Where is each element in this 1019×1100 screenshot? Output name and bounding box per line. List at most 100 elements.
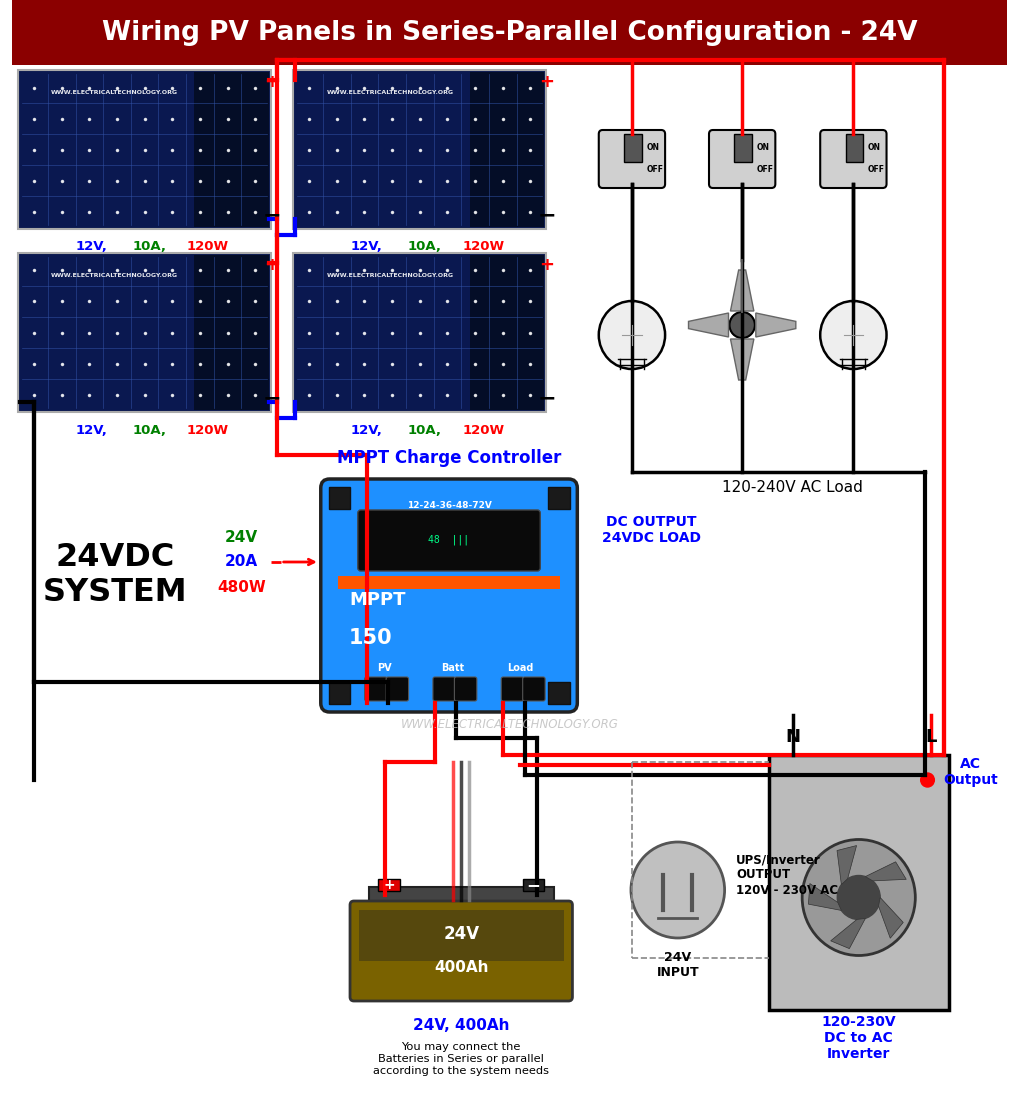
Circle shape <box>819 301 886 368</box>
Text: WWW.ELECTRICALTECHNOLOGY.ORG: WWW.ELECTRICALTECHNOLOGY.ORG <box>400 718 619 732</box>
Circle shape <box>920 773 933 786</box>
FancyBboxPatch shape <box>500 676 523 701</box>
Text: OFF: OFF <box>646 165 663 175</box>
Polygon shape <box>755 314 795 337</box>
Text: 20A: 20A <box>225 554 258 570</box>
Text: 24V, 400Ah: 24V, 400Ah <box>413 1018 508 1033</box>
Text: 24VDC
SYSTEM: 24VDC SYSTEM <box>43 541 187 608</box>
Circle shape <box>598 301 664 368</box>
Text: 12V,: 12V, <box>75 424 107 437</box>
FancyBboxPatch shape <box>320 478 577 712</box>
Text: AC
Output: AC Output <box>943 757 997 788</box>
Bar <box>547 487 569 509</box>
Text: 120W: 120W <box>462 424 503 437</box>
Text: Batt: Batt <box>440 663 464 673</box>
FancyBboxPatch shape <box>365 676 386 701</box>
Text: ON: ON <box>867 143 880 153</box>
Text: 10A,: 10A, <box>132 241 166 253</box>
Text: PV: PV <box>376 663 391 673</box>
Text: +: + <box>539 256 554 274</box>
FancyBboxPatch shape <box>18 70 271 229</box>
Text: +: + <box>539 73 554 91</box>
FancyBboxPatch shape <box>432 676 454 701</box>
Text: 24V
INPUT: 24V INPUT <box>656 952 698 979</box>
Text: OFF: OFF <box>867 165 884 175</box>
Text: ON: ON <box>756 143 769 153</box>
FancyBboxPatch shape <box>386 676 409 701</box>
Text: You may connect the
Batteries in Series or parallel
according to the system need: You may connect the Batteries in Series … <box>373 1043 548 1076</box>
Polygon shape <box>877 898 903 938</box>
Bar <box>195 255 269 410</box>
Text: Load: Load <box>507 663 533 673</box>
Text: UPS/Inverter
OUTPUT
120V - 230V AC: UPS/Inverter OUTPUT 120V - 230V AC <box>736 854 838 896</box>
FancyBboxPatch shape <box>453 676 476 701</box>
FancyBboxPatch shape <box>358 510 540 571</box>
Text: 10A,: 10A, <box>408 241 441 253</box>
Text: −: − <box>526 876 540 894</box>
Text: +: + <box>383 878 394 892</box>
Text: +: + <box>264 256 279 274</box>
Text: Wiring PV Panels in Series-Parallel Configuration - 24V: Wiring PV Panels in Series-Parallel Conf… <box>102 20 917 46</box>
Circle shape <box>729 312 754 338</box>
Bar <box>522 879 543 891</box>
FancyBboxPatch shape <box>18 253 271 412</box>
Text: 10A,: 10A, <box>132 424 166 437</box>
Text: OFF: OFF <box>756 165 773 175</box>
Text: 120W: 120W <box>462 241 503 253</box>
Text: −: − <box>537 205 555 225</box>
Text: 120W: 120W <box>186 424 229 437</box>
Text: 12-24-36-48-72V: 12-24-36-48-72V <box>407 500 491 510</box>
Text: 400Ah: 400Ah <box>433 960 488 975</box>
Text: 150: 150 <box>348 628 392 648</box>
Text: 48  |||: 48 ||| <box>428 535 469 546</box>
Text: WWW.ELECTRICALTECHNOLOGY.ORG: WWW.ELECTRICALTECHNOLOGY.ORG <box>326 273 453 277</box>
Text: MPPT: MPPT <box>348 591 406 609</box>
Bar <box>378 879 399 891</box>
Bar <box>734 134 751 162</box>
Polygon shape <box>829 918 864 948</box>
Bar <box>12 0 1007 65</box>
Polygon shape <box>864 861 906 881</box>
Text: MPPT Charge Controller: MPPT Charge Controller <box>336 449 560 468</box>
Text: 480W: 480W <box>217 581 266 595</box>
Bar <box>624 134 641 162</box>
FancyBboxPatch shape <box>293 253 545 412</box>
FancyBboxPatch shape <box>819 130 886 188</box>
Polygon shape <box>688 314 728 337</box>
FancyBboxPatch shape <box>598 130 664 188</box>
Text: ON: ON <box>646 143 659 153</box>
Text: WWW.ELECTRICALTECHNOLOGY.ORG: WWW.ELECTRICALTECHNOLOGY.ORG <box>326 90 453 95</box>
Polygon shape <box>837 846 856 884</box>
Text: 10A,: 10A, <box>408 424 441 437</box>
Bar <box>469 255 543 410</box>
Text: N: N <box>785 728 800 746</box>
Circle shape <box>801 839 914 956</box>
Bar <box>368 887 553 905</box>
Bar <box>845 134 862 162</box>
Bar <box>767 755 948 1010</box>
Text: L: L <box>925 728 936 746</box>
Bar <box>195 72 269 227</box>
Text: 12V,: 12V, <box>350 424 382 437</box>
Text: −: − <box>537 388 555 408</box>
Text: WWW.ELECTRICALTECHNOLOGY.ORG: WWW.ELECTRICALTECHNOLOGY.ORG <box>51 273 178 277</box>
FancyBboxPatch shape <box>522 676 544 701</box>
Text: 24V: 24V <box>442 925 479 944</box>
Text: WWW.ELECTRICALTECHNOLOGY.ORG: WWW.ELECTRICALTECHNOLOGY.ORG <box>51 90 178 95</box>
Text: +: + <box>264 73 279 91</box>
Bar <box>328 682 350 704</box>
Text: 120W: 120W <box>186 241 229 253</box>
FancyBboxPatch shape <box>293 70 545 229</box>
Polygon shape <box>808 883 841 911</box>
Text: −: − <box>263 205 281 225</box>
Text: 120-230V
DC to AC
Inverter: 120-230V DC to AC Inverter <box>820 1015 895 1062</box>
Text: 120-240V AC Load: 120-240V AC Load <box>721 481 862 495</box>
Circle shape <box>837 876 879 920</box>
Text: −: − <box>263 388 281 408</box>
FancyBboxPatch shape <box>350 901 572 1001</box>
FancyBboxPatch shape <box>708 130 774 188</box>
Text: 12V,: 12V, <box>350 241 382 253</box>
Circle shape <box>631 842 723 938</box>
Bar <box>547 682 569 704</box>
Bar <box>469 72 543 227</box>
